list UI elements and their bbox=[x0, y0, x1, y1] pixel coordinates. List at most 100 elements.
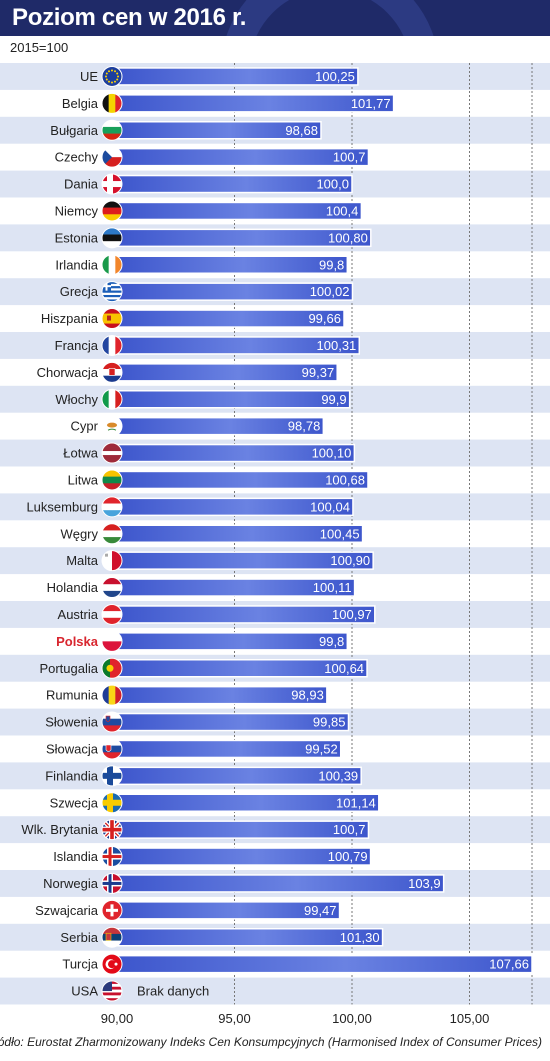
category-label: Luksemburg bbox=[26, 499, 98, 514]
category-label: Włochy bbox=[55, 392, 98, 407]
chart-row: Rumunia 98,93 bbox=[46, 684, 328, 706]
chart-row: Finlandia 100,39 bbox=[45, 765, 362, 787]
chart-row: Belgia 101,77 bbox=[62, 92, 395, 114]
value-label: 107,66 bbox=[489, 957, 529, 972]
category-label: Francja bbox=[55, 338, 99, 353]
category-label: Austria bbox=[58, 607, 99, 622]
category-label: Łotwa bbox=[63, 446, 98, 461]
chart-row: Cypr 98,78 bbox=[71, 415, 325, 437]
value-label: 101,14 bbox=[336, 795, 376, 810]
category-label: Szwecja bbox=[50, 795, 99, 810]
chart-row: Holandia 100,11 bbox=[47, 577, 356, 599]
chart-row: Estonia 100,80 bbox=[55, 227, 372, 249]
iceland-flag-icon bbox=[102, 846, 122, 867]
chart-row: USA Brak danych bbox=[71, 980, 209, 1002]
luxembourg-flag-icon bbox=[102, 496, 122, 517]
usa-flag-icon bbox=[102, 981, 122, 1002]
chart-row: Szwecja 101,14 bbox=[50, 792, 380, 814]
category-label: Bułgaria bbox=[50, 123, 98, 138]
croatia-flag-icon bbox=[102, 362, 122, 383]
value-label: 100,64 bbox=[324, 661, 364, 676]
category-label: Norwegia bbox=[43, 876, 99, 891]
chart-row: Węgry 100,45 bbox=[60, 523, 364, 545]
bulgaria-flag-icon bbox=[102, 120, 122, 141]
chart-row: Szwajcaria 99,47 bbox=[35, 899, 341, 921]
ireland-flag-icon bbox=[102, 254, 122, 275]
value-label: 99,9 bbox=[321, 392, 346, 407]
value-label: 103,9 bbox=[408, 876, 441, 891]
category-label: Rumunia bbox=[46, 688, 99, 703]
value-label: 100,0 bbox=[316, 177, 349, 192]
x-tick-label: 100,00 bbox=[332, 1011, 372, 1026]
page-title: Poziom cen w 2016 r. bbox=[12, 4, 247, 31]
chart-row: Norwegia 103,9 bbox=[43, 872, 445, 894]
slovakia-flag-icon bbox=[102, 738, 122, 759]
value-label: 99,52 bbox=[305, 741, 338, 756]
x-tick-label: 90,00 bbox=[101, 1011, 134, 1026]
austria-flag-icon bbox=[102, 604, 122, 625]
chart-row: Polska 99,8 bbox=[56, 630, 349, 652]
category-label: Węgry bbox=[60, 526, 98, 541]
bar bbox=[116, 390, 351, 409]
chart-row: UE 100,25 bbox=[80, 65, 359, 87]
chart-row: Wlk. Brytania 100,7 bbox=[21, 819, 370, 841]
value-label: 100,31 bbox=[317, 338, 357, 353]
spain-flag-icon bbox=[102, 308, 122, 329]
greece-flag-icon bbox=[102, 281, 122, 302]
value-label: 98,68 bbox=[285, 123, 318, 138]
value-label: 100,39 bbox=[318, 768, 358, 783]
chart-row: Portugalia 100,64 bbox=[39, 657, 368, 679]
italy-flag-icon bbox=[102, 389, 122, 410]
row-stripe bbox=[0, 977, 550, 1005]
chart-row: Hiszpania 99,66 bbox=[41, 308, 345, 330]
france-flag-icon bbox=[102, 335, 122, 356]
serbia-flag-icon bbox=[102, 927, 122, 948]
chart-row: Austria 100,97 bbox=[58, 603, 376, 625]
malta-flag-icon bbox=[102, 550, 122, 571]
cyprus-flag-icon bbox=[102, 416, 122, 437]
value-label: 99,85 bbox=[313, 715, 346, 730]
category-label: Słowacja bbox=[46, 741, 99, 756]
chart-row: Słowenia 99,85 bbox=[45, 711, 350, 733]
category-label: Wlk. Brytania bbox=[21, 822, 98, 837]
bar bbox=[116, 201, 363, 221]
category-label: Irlandia bbox=[55, 257, 98, 272]
category-label: Estonia bbox=[55, 230, 99, 245]
chart-row: Turcja 107,66 bbox=[62, 953, 533, 975]
value-label: 99,8 bbox=[319, 257, 344, 272]
category-label: USA bbox=[71, 984, 98, 999]
value-label: 100,04 bbox=[310, 499, 350, 514]
poland-flag-icon bbox=[102, 631, 122, 652]
value-label: 100,79 bbox=[328, 849, 368, 864]
value-label: 100,7 bbox=[333, 822, 366, 837]
estonia-flag-icon bbox=[102, 227, 122, 248]
value-label: 100,80 bbox=[328, 230, 368, 245]
bar bbox=[116, 820, 370, 839]
base-year-note: 2015=100 bbox=[10, 40, 69, 55]
category-label: Finlandia bbox=[45, 768, 99, 783]
slovenia-flag-icon bbox=[102, 712, 122, 733]
eu-flag-icon bbox=[102, 66, 122, 87]
norway-flag-icon bbox=[102, 873, 122, 894]
value-label: 98,93 bbox=[291, 688, 324, 703]
category-label: Słowenia bbox=[45, 715, 99, 730]
category-label: Hiszpania bbox=[41, 311, 99, 326]
denmark-flag-icon bbox=[102, 174, 122, 195]
x-tick-label: 105,00 bbox=[450, 1011, 490, 1026]
bar bbox=[116, 147, 370, 167]
switzerland-flag-icon bbox=[102, 900, 122, 921]
czech-flag-icon bbox=[102, 147, 122, 168]
value-label: 100,10 bbox=[312, 446, 352, 461]
sweden-flag-icon bbox=[102, 792, 122, 813]
category-label: Serbia bbox=[60, 930, 98, 945]
hungary-flag-icon bbox=[102, 523, 122, 544]
chart-row: Słowacja 99,52 bbox=[46, 738, 342, 760]
value-label: 100,97 bbox=[332, 607, 372, 622]
romania-flag-icon bbox=[102, 685, 122, 706]
latvia-flag-icon bbox=[102, 443, 122, 464]
category-label: Portugalia bbox=[39, 661, 98, 676]
value-label: 100,68 bbox=[325, 472, 365, 487]
turkey-flag-icon bbox=[102, 954, 122, 975]
belgium-flag-icon bbox=[102, 93, 122, 114]
source-note: Źródło: Eurostat Zharmonizowany Indeks C… bbox=[0, 1035, 542, 1049]
